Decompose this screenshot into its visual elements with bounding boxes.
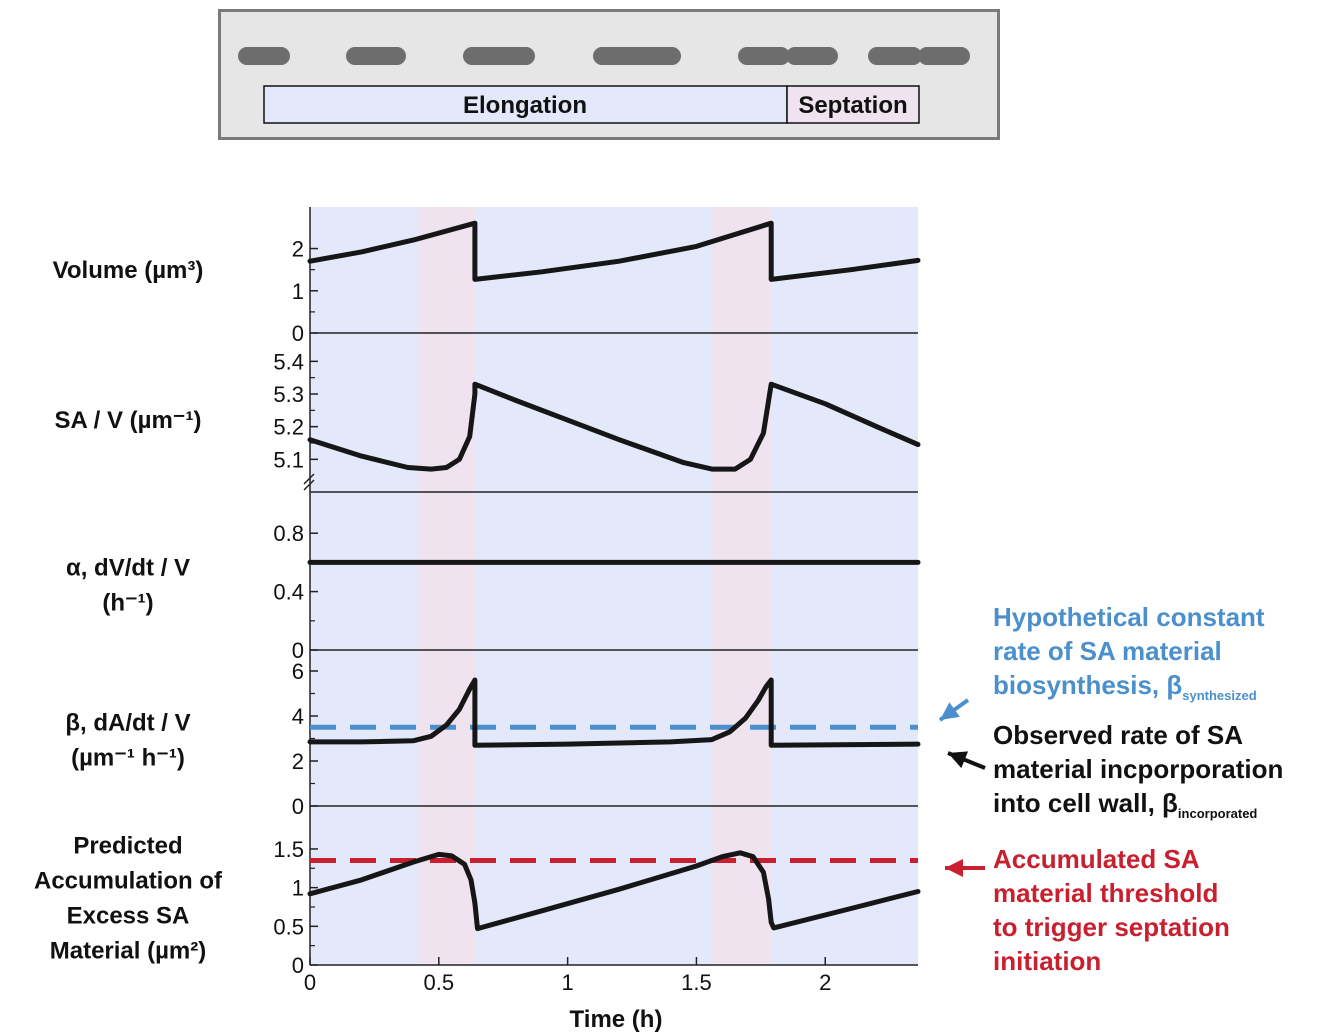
x-tick-label: 0.5 [424,970,455,995]
y-tick-label: 1.5 [273,837,304,862]
cell-cycle-schematic: Elongation Septation [218,9,1000,140]
y-tick-label: 2 [292,749,304,774]
cell-shape [593,47,681,65]
y-tick-label: 0.4 [273,580,304,605]
annotation-subscript: incorporated [1178,806,1258,821]
axis-break-mark [303,479,315,491]
blue-arrow-head [940,702,960,720]
x-tick-label: 1.5 [681,970,712,995]
annotation-subscript: synthesized [1182,688,1256,703]
y-tick-label: 4 [292,704,304,729]
x-tick-label: 2 [819,970,831,995]
x-axis-label: Time (h) [570,1006,663,1033]
septation-label: Septation [798,92,907,119]
y-tick-label: 2 [292,237,304,262]
annotation-text: initiation [993,946,1101,976]
panel-y-label: Volume (µm³) [53,257,204,284]
cell-shape [238,47,290,65]
annotation-text: to trigger septation [993,912,1230,942]
cell-shape [738,47,790,65]
panel-y-label: (h⁻¹) [102,590,153,617]
cell-shape [463,47,535,65]
annotation-text: biosynthesis, βsynthesized [993,670,1257,703]
y-tick-label: 0 [292,953,304,978]
y-tick-label: 1 [292,876,304,901]
y-tick-label: 0 [292,321,304,346]
series-line [307,850,921,932]
panel-y-label: SA / V (µm⁻¹) [55,407,202,434]
y-tick-label: 5.1 [273,447,304,472]
y-tick-label: 6 [292,659,304,684]
red-arrow-head [945,859,963,877]
series-line [307,220,921,282]
x-tick-label: 1 [562,970,574,995]
panel-y-label: (µm⁻¹ h⁻¹) [71,745,185,772]
y-tick-label: 1 [292,279,304,304]
y-tick-label: 0.8 [273,521,304,546]
septation-bar [786,85,920,124]
annotation-text: Observed rate of SA [993,720,1243,750]
y-tick-label: 5.4 [273,349,304,374]
y-tick-label: 5.3 [273,382,304,407]
schematic-svg: Elongation Septation [218,9,1000,140]
series-line [307,677,921,748]
panel-y-label: α, dV/dt / V [66,555,190,582]
annotation-text: rate of SA material [993,636,1222,666]
cell-shape [786,47,838,65]
y-tick-label: 0 [292,794,304,819]
elongation-background [310,207,918,965]
annotation-text: material threshold [993,878,1218,908]
cell-shape [918,47,970,65]
panel-y-label: β, dA/dt / V [65,710,190,737]
annotation-text: into cell wall, βincorporated [993,788,1257,821]
axis-break-mark [303,473,315,485]
cell-shape [868,47,922,65]
annotation-text: material incporporation [993,754,1283,784]
y-tick-label: 0 [292,638,304,663]
y-tick-label: 5.2 [273,415,304,440]
panel-y-label: Excess SA [67,903,190,930]
elongation-bar [263,85,788,124]
series-line [307,381,921,472]
x-tick-label: 0 [304,970,316,995]
elongation-label: Elongation [463,92,587,119]
septation-band [418,207,475,965]
annotation-text: Hypothetical constant [993,602,1265,632]
panel-y-label: Accumulation of [34,868,223,895]
black-arrow-head [948,751,969,769]
y-tick-label: 0.5 [273,914,304,939]
annotation-text: Accumulated SA [993,844,1200,874]
panel-y-label: Predicted [73,833,182,860]
cell-shape [346,47,406,65]
panel-y-label: Material (µm²) [50,938,207,965]
cell-shapes [238,47,970,65]
